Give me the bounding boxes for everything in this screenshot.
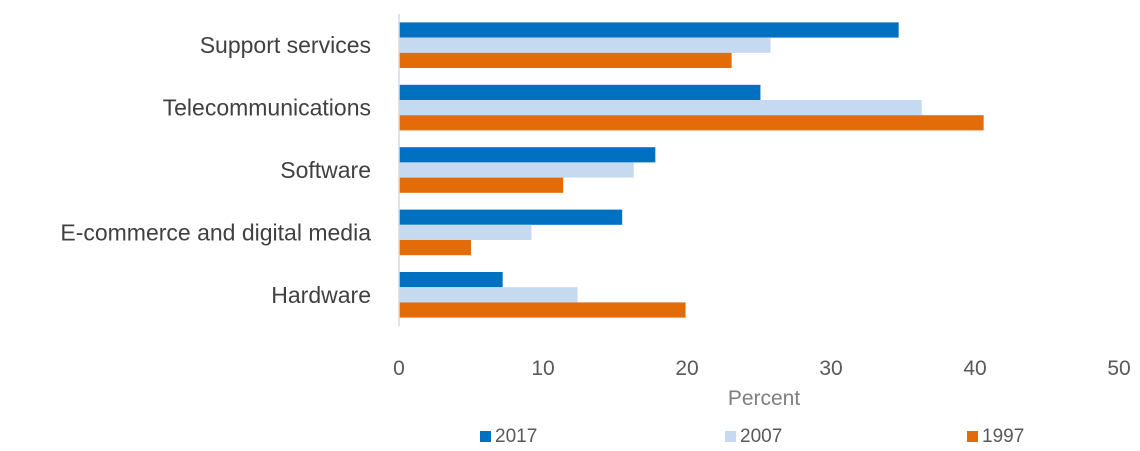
x-tick-labels: 0 10 20 30 40 50 — [393, 357, 1131, 380]
bar-2007-4 — [399, 287, 578, 303]
x-tick-label: 50 — [1107, 357, 1130, 380]
legend-swatch-1997 — [967, 431, 978, 442]
legend-label: 2017 — [495, 426, 537, 447]
legend-label: 2007 — [740, 426, 782, 447]
category-label: Software — [280, 157, 371, 183]
category-label: Hardware — [271, 282, 371, 308]
bar-1997-4 — [399, 302, 686, 318]
bars-group — [399, 22, 984, 318]
bar-2007-2 — [399, 162, 634, 178]
bar-2017-3 — [399, 209, 623, 225]
x-tick-label: 30 — [819, 357, 842, 380]
bar-2017-0 — [399, 22, 899, 38]
legend-swatch-2017 — [480, 431, 491, 442]
x-tick-label: 10 — [531, 357, 554, 380]
legend: 2017 2007 1997 — [480, 426, 1024, 447]
x-tick-label: 40 — [963, 357, 986, 380]
bar-1997-0 — [399, 52, 732, 68]
legend-label: 1997 — [982, 426, 1024, 447]
category-labels: Support services Telecommunications Softwa… — [60, 32, 371, 308]
x-tick-label: 0 — [393, 357, 405, 380]
x-tick-label: 20 — [675, 357, 698, 380]
x-axis-title: Percent — [728, 387, 801, 410]
bar-2017-1 — [399, 84, 761, 100]
bar-2017-2 — [399, 147, 656, 163]
bar-2007-3 — [399, 224, 532, 240]
category-label: Telecommunications — [163, 95, 371, 121]
bar-1997-2 — [399, 177, 564, 193]
category-label: E-commerce and digital media — [60, 219, 371, 245]
bar-2017-4 — [399, 272, 503, 288]
bar-2007-1 — [399, 100, 922, 116]
bar-2007-0 — [399, 37, 771, 53]
category-label: Support services — [200, 32, 371, 58]
legend-swatch-2007 — [725, 431, 736, 442]
bar-1997-3 — [399, 240, 471, 256]
bar-1997-1 — [399, 115, 984, 131]
